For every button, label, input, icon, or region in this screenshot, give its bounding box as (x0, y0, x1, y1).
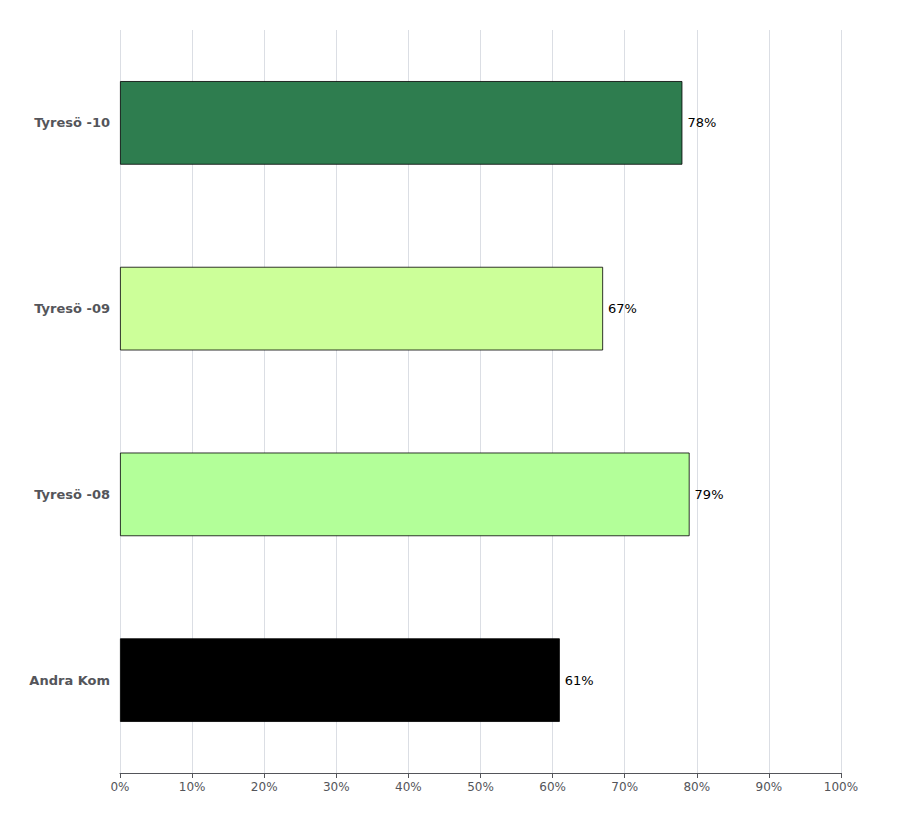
svg-text:Tyresö -09: Tyresö -09 (34, 301, 110, 316)
svg-text:20%: 20% (251, 780, 278, 794)
svg-text:61%: 61% (565, 673, 594, 688)
svg-text:50%: 50% (467, 780, 494, 794)
svg-text:Tyresö -10: Tyresö -10 (34, 115, 110, 130)
svg-text:78%: 78% (687, 115, 716, 130)
svg-text:70%: 70% (611, 780, 638, 794)
svg-text:80%: 80% (683, 780, 710, 794)
svg-text:0%: 0% (110, 780, 129, 794)
svg-text:90%: 90% (756, 780, 783, 794)
svg-text:40%: 40% (395, 780, 422, 794)
svg-text:100%: 100% (824, 780, 858, 794)
svg-text:79%: 79% (695, 487, 724, 502)
svg-text:Tyresö -08: Tyresö -08 (34, 487, 110, 502)
svg-text:10%: 10% (179, 780, 206, 794)
svg-text:67%: 67% (608, 301, 637, 316)
svg-text:60%: 60% (539, 780, 566, 794)
svg-text:30%: 30% (323, 780, 350, 794)
svg-text:Andra Kom: Andra Kom (29, 673, 110, 688)
